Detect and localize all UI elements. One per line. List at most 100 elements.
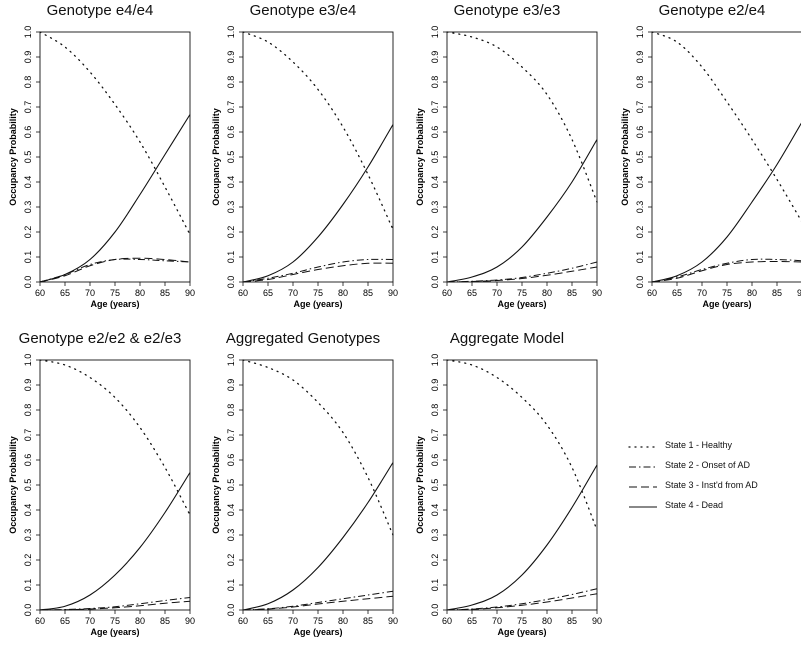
x-tick-label: 70 xyxy=(85,288,95,298)
y-tick-label: 0.4 xyxy=(226,176,236,189)
legend-item-dead: State 4 - Dead xyxy=(627,500,797,514)
y-tick-label: 0.6 xyxy=(23,454,33,467)
chart-panel: Genotype e3/e3 0.0 0.1 0.2 0.3 0.4 0.5 0.6 0.7 0.… xyxy=(412,2,602,322)
y-tick-label: 0.6 xyxy=(226,454,236,467)
plot-frame xyxy=(651,31,801,283)
x-tick-label: 70 xyxy=(492,288,502,298)
y-tick-label: 0.8 xyxy=(23,404,33,417)
y-tick-label: 0.5 xyxy=(23,151,33,164)
y-tick-label: 0.9 xyxy=(226,51,236,64)
series-institutionalized-line xyxy=(242,595,394,611)
y-tick-label: 0.5 xyxy=(226,151,236,164)
x-tick-label: 90 xyxy=(592,616,602,626)
y-tick-label: 0.6 xyxy=(430,126,440,139)
x-tick-label: 75 xyxy=(110,616,120,626)
chart-title: Aggregate Model xyxy=(449,330,565,347)
y-tick-label: 1.0 xyxy=(226,26,236,39)
chart-title: Genotype e2/e4 xyxy=(658,2,766,19)
chart-title: Aggregated Genotypes xyxy=(225,330,381,347)
plot-frame xyxy=(39,31,191,283)
series-healthy-line xyxy=(242,31,394,231)
y-tick-label: 0.5 xyxy=(430,479,440,492)
y-tick-label: 0.0 xyxy=(23,604,33,617)
x-tick-label: 60 xyxy=(442,288,452,298)
series-institutionalized-line xyxy=(651,260,801,283)
x-tick-label: 70 xyxy=(492,616,502,626)
series-dead-line xyxy=(446,139,598,283)
series-onset-line xyxy=(242,258,394,283)
x-tick-label: 85 xyxy=(567,616,577,626)
y-tick-label: 0.1 xyxy=(226,251,236,264)
x-tick-label: 65 xyxy=(263,288,273,298)
series-dead-line xyxy=(446,464,598,611)
legend-label: State 4 - Dead xyxy=(665,500,724,510)
series-healthy-line xyxy=(446,359,598,531)
x-tick-label: 90 xyxy=(185,616,195,626)
y-tick-label: 0.5 xyxy=(226,479,236,492)
x-tick-label: 65 xyxy=(467,288,477,298)
x-tick-label: 80 xyxy=(338,288,348,298)
x-tick-label: 85 xyxy=(363,616,373,626)
y-axis-label: Occupancy Probability xyxy=(211,436,221,534)
series-onset-line xyxy=(446,588,598,611)
x-tick-label: 70 xyxy=(288,288,298,298)
y-axis-label: Occupancy Probability xyxy=(8,436,18,534)
chart-panel: Genotype e4/e4 0.0 0.1 0.2 0.3 0.4 0.5 0.6 0.7 0.… xyxy=(5,2,195,322)
y-tick-label: 0.4 xyxy=(23,504,33,517)
x-axis-label: Age (years) xyxy=(90,299,139,309)
y-tick-label: 0.7 xyxy=(430,101,440,114)
y-tick-label: 0.6 xyxy=(226,126,236,139)
chart-panel: Aggregate Model 0.0 0.1 0.2 0.3 0.4 0.5 0.6 0.7 0… xyxy=(412,330,602,650)
y-axis-label: Occupancy Probability xyxy=(620,108,630,206)
x-tick-label: 65 xyxy=(672,288,682,298)
x-tick-label: 65 xyxy=(263,616,273,626)
y-tick-label: 0.3 xyxy=(23,201,33,214)
y-tick-label: 0.8 xyxy=(23,76,33,89)
series-onset-line xyxy=(242,590,394,611)
chart-panel: Genotype e2/e2 & e2/e3 0.0 0.1 0.2 0.3 0.4 0.5… xyxy=(5,330,195,650)
y-tick-label: 0.2 xyxy=(226,554,236,567)
y-tick-label: 0.8 xyxy=(226,76,236,89)
x-tick-label: 90 xyxy=(185,288,195,298)
y-tick-label: 0.1 xyxy=(430,579,440,592)
x-axis-label: Age (years) xyxy=(497,627,546,637)
y-tick-label: 0.5 xyxy=(430,151,440,164)
series-dead-line xyxy=(39,472,191,611)
y-tick-label: 1.0 xyxy=(635,26,645,39)
x-tick-label: 80 xyxy=(135,616,145,626)
y-tick-label: 0.8 xyxy=(635,76,645,89)
x-tick-label: 85 xyxy=(160,616,170,626)
x-tick-label: 75 xyxy=(722,288,732,298)
series-dead-line xyxy=(651,122,801,283)
y-tick-label: 0.4 xyxy=(430,176,440,189)
y-tick-label: 0.1 xyxy=(23,579,33,592)
y-tick-label: 0.9 xyxy=(430,379,440,392)
x-tick-label: 90 xyxy=(388,616,398,626)
chart-plot: 0.0 0.1 0.2 0.3 0.4 0.5 0.6 0.7 0.8 0.9 1.0 60 65 70 7… xyxy=(211,354,398,637)
y-tick-label: 0.8 xyxy=(226,404,236,417)
y-tick-label: 0.6 xyxy=(23,126,33,139)
x-tick-label: 80 xyxy=(338,616,348,626)
y-tick-label: 0.2 xyxy=(23,226,33,239)
chart-title: Genotype e3/e3 xyxy=(453,2,561,19)
x-axis-label: Age (years) xyxy=(293,299,342,309)
y-axis-label: Occupancy Probability xyxy=(415,108,425,206)
series-healthy-line xyxy=(651,31,801,222)
y-tick-label: 0.0 xyxy=(430,276,440,289)
y-tick-label: 0.2 xyxy=(226,226,236,239)
x-tick-label: 65 xyxy=(467,616,477,626)
y-axis-label: Occupancy Probability xyxy=(415,436,425,534)
y-tick-label: 0.7 xyxy=(226,101,236,114)
y-tick-label: 1.0 xyxy=(226,354,236,367)
chart-panel: Aggregated Genotypes 0.0 0.1 0.2 0.3 0.4 0.5 0.… xyxy=(208,330,398,650)
y-tick-label: 0.3 xyxy=(226,201,236,214)
series-institutionalized-line xyxy=(446,266,598,283)
y-tick-label: 0.2 xyxy=(430,554,440,567)
series-healthy-line xyxy=(39,359,191,516)
y-tick-label: 0.0 xyxy=(430,604,440,617)
y-tick-label: 0.7 xyxy=(23,101,33,114)
y-tick-label: 1.0 xyxy=(23,26,33,39)
x-tick-label: 85 xyxy=(772,288,782,298)
y-tick-label: 0.1 xyxy=(226,579,236,592)
plot-frame xyxy=(446,31,598,283)
